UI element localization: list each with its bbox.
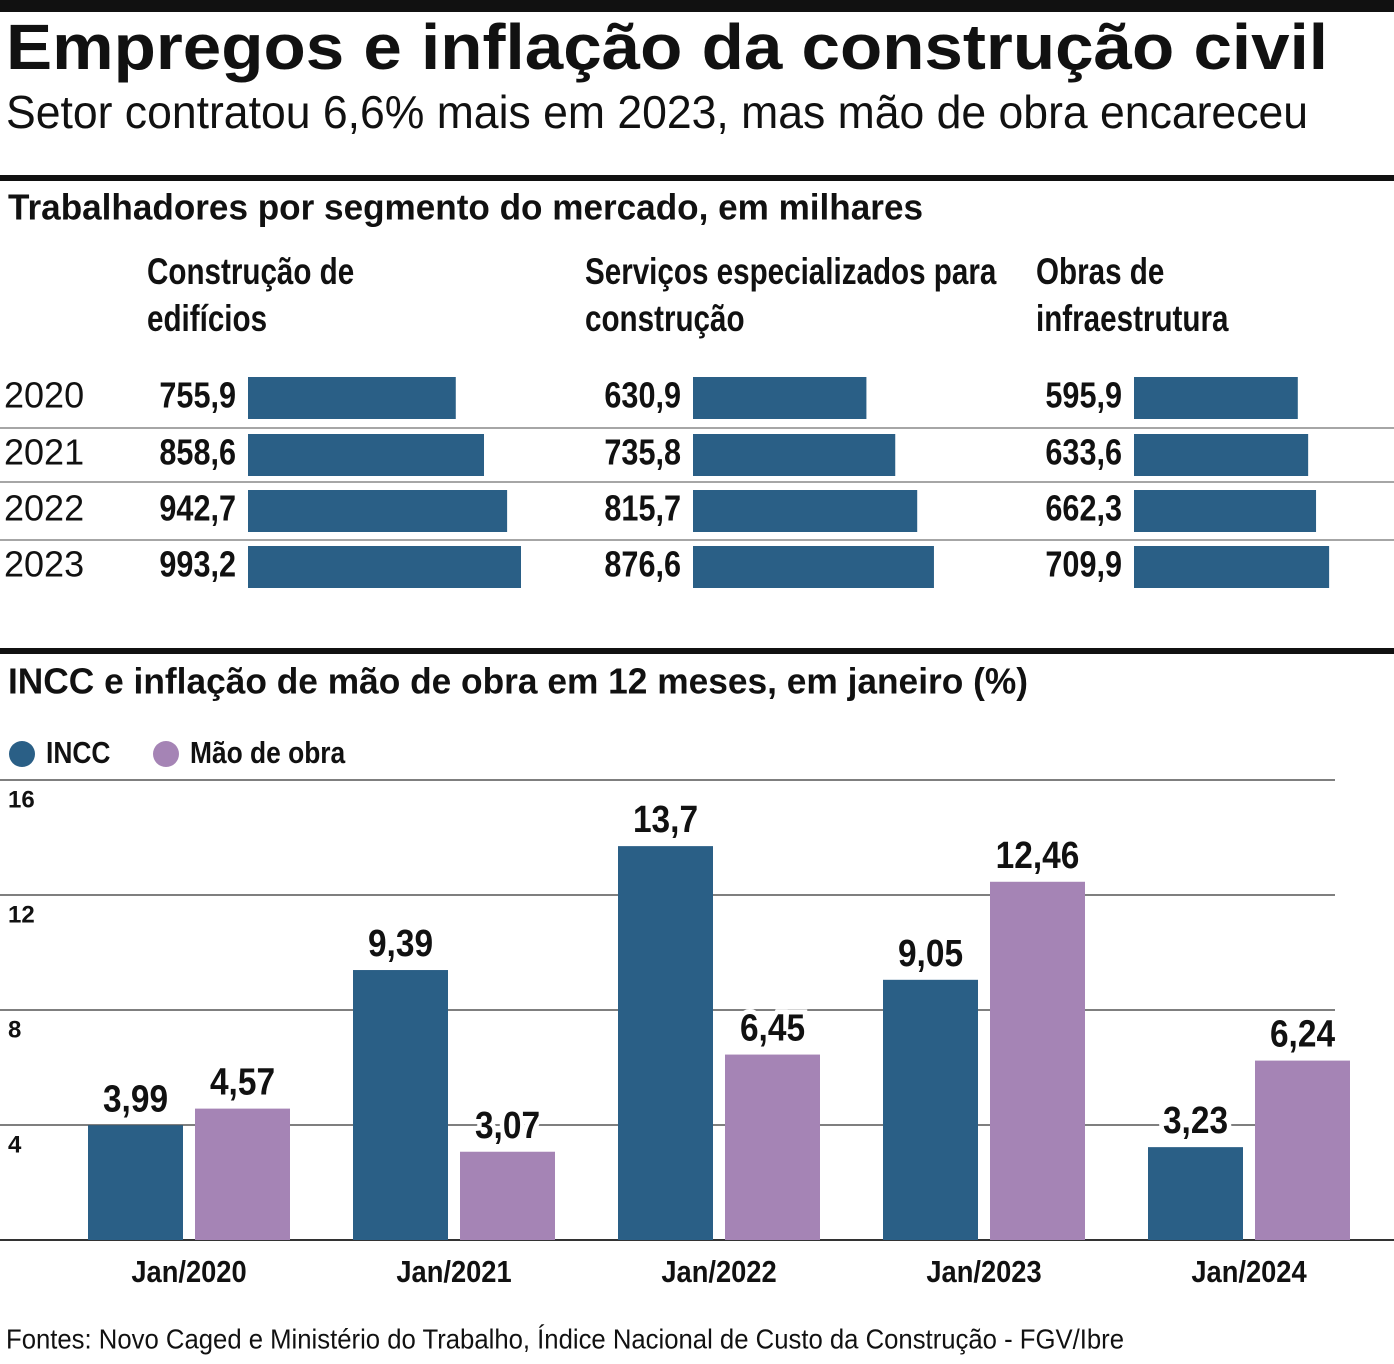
bar <box>248 490 508 532</box>
bar <box>248 434 485 476</box>
bar <box>1134 546 1330 588</box>
bar <box>353 970 448 1240</box>
bar <box>88 1125 183 1240</box>
value-label: 12,46 <box>996 835 1080 877</box>
bar <box>693 490 918 532</box>
value-label: 6,24 <box>1270 1014 1335 1056</box>
bar <box>1134 490 1317 532</box>
bar <box>693 434 896 476</box>
value-label: 630,9 <box>604 375 681 416</box>
bar <box>1134 434 1309 476</box>
value-label: 9,39 <box>368 923 433 965</box>
x-tick-label: Jan/2024 <box>1191 1254 1307 1289</box>
title: Empregos e inflação da construção civil <box>6 11 1328 83</box>
row-label: 2020 <box>4 375 84 416</box>
section-rule <box>0 175 1394 181</box>
section-title: INCC e inflação de mão de obra em 12 mes… <box>8 661 1028 702</box>
value-label: 876,6 <box>604 544 681 585</box>
value-label: 942,7 <box>159 488 236 529</box>
value-label: 815,7 <box>604 488 681 529</box>
value-label: 993,2 <box>159 544 236 585</box>
section-rule <box>0 648 1394 654</box>
value-label: 3,07 <box>475 1105 540 1147</box>
bar <box>248 377 456 419</box>
value-label: 3,23 <box>1163 1100 1228 1142</box>
value-label: 3,99 <box>103 1078 168 1120</box>
legend-marker <box>9 741 35 767</box>
source: Fontes: Novo Caged e Ministério do Traba… <box>6 1323 1124 1354</box>
row-label: 2023 <box>4 544 84 585</box>
value-label: 735,8 <box>604 432 681 473</box>
bar <box>725 1054 820 1240</box>
top-bar <box>0 0 1394 12</box>
y-tick-label: 12 <box>8 901 35 928</box>
row-label: 2021 <box>4 432 84 473</box>
value-label: 6,45 <box>740 1008 805 1050</box>
value-label: 755,9 <box>159 375 236 416</box>
series-header: Obras de infraestrutura <box>1036 251 1229 339</box>
bar <box>618 846 713 1240</box>
legend-marker <box>153 741 179 767</box>
x-tick-label: Jan/2022 <box>661 1254 776 1289</box>
x-tick-label: Jan/2021 <box>396 1254 511 1289</box>
value-label: 13,7 <box>633 799 698 841</box>
value-label: 9,05 <box>898 933 963 975</box>
bar <box>1148 1147 1243 1240</box>
y-tick-label: 4 <box>8 1131 22 1158</box>
value-label: 662,3 <box>1045 488 1122 529</box>
value-label: 633,6 <box>1045 432 1122 473</box>
series-header: Construção de edifícios <box>147 251 355 339</box>
bar <box>693 377 867 419</box>
series-header: Serviços especializados para construção <box>585 251 997 339</box>
value-label: 709,9 <box>1045 544 1122 585</box>
x-tick-label: Jan/2020 <box>131 1254 246 1289</box>
bar <box>990 881 1085 1240</box>
row-label: 2022 <box>4 488 84 529</box>
y-tick-label: 16 <box>8 786 35 813</box>
subtitle: Setor contratou 6,6% mais em 2023, mas m… <box>6 86 1308 138</box>
bar <box>883 979 978 1240</box>
bar <box>693 546 934 588</box>
value-label: 595,9 <box>1045 375 1122 416</box>
bar <box>460 1151 555 1240</box>
bar <box>248 546 521 588</box>
bar <box>1134 377 1298 419</box>
bar <box>195 1108 290 1240</box>
x-tick-label: Jan/2023 <box>926 1254 1041 1289</box>
section-title: Trabalhadores por segmento do mercado, e… <box>8 187 923 228</box>
bar <box>1255 1060 1350 1240</box>
value-label: 4,57 <box>210 1062 275 1104</box>
value-label: 858,6 <box>159 432 236 473</box>
y-tick-label: 8 <box>8 1016 21 1043</box>
legend-label: INCC <box>46 735 110 770</box>
legend-label: Mão de obra <box>190 735 346 770</box>
